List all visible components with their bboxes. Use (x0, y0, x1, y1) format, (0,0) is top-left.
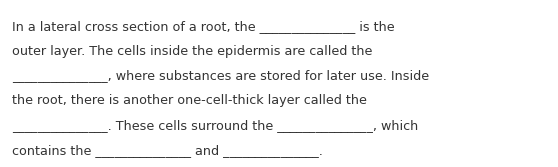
Text: the root, there is another one-cell-thick layer called the: the root, there is another one-cell-thic… (12, 94, 367, 107)
Text: _______________, where substances are stored for later use. Inside: _______________, where substances are st… (12, 69, 430, 82)
Text: contains the _______________ and _______________.: contains the _______________ and _______… (12, 144, 323, 157)
Text: In a lateral cross section of a root, the _______________ is the: In a lateral cross section of a root, th… (12, 20, 395, 33)
Text: _______________. These cells surround the _______________, which: _______________. These cells surround th… (12, 119, 418, 132)
Text: outer layer. The cells inside the epidermis are called the: outer layer. The cells inside the epider… (12, 45, 373, 58)
